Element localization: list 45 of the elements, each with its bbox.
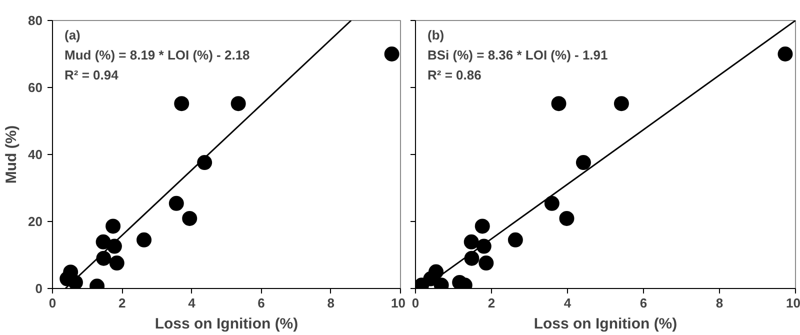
x-axis-title: Loss on Ignition (%)	[534, 316, 678, 332]
y-tick-label: 40	[28, 147, 43, 162]
x-tick-label: 4	[564, 296, 572, 310]
point	[384, 46, 400, 62]
y-tick-label: 60	[28, 80, 43, 95]
point	[551, 96, 566, 112]
point	[106, 218, 121, 234]
point	[182, 211, 198, 226]
x-tick-label: 8	[327, 296, 335, 310]
point	[174, 96, 190, 112]
annotation: R² = 0.94	[64, 68, 120, 82]
x-tick-label: 10	[391, 296, 406, 310]
point	[508, 232, 523, 248]
y-tick-label: 20	[28, 214, 43, 229]
annotation: BSi (%) = 8.36 * LOI (%) - 1.91	[428, 48, 608, 62]
point	[68, 274, 83, 288]
point	[474, 218, 490, 234]
x-tick-label: 0	[48, 296, 56, 310]
point	[544, 196, 560, 211]
x-tick-label: 2	[118, 296, 126, 310]
point	[109, 256, 124, 271]
y-tick-label: 80	[28, 13, 43, 28]
point	[778, 46, 793, 62]
x-tick-label: 2	[488, 296, 496, 310]
point	[136, 232, 152, 248]
annotation: R² = 0.86	[428, 68, 482, 82]
point	[576, 155, 591, 170]
x-tick-label: 10	[786, 296, 800, 310]
y-tick-label: 0	[35, 281, 43, 296]
point	[614, 96, 629, 112]
y-axis-title: Mud (%)	[3, 125, 20, 184]
annotation: Mud (%) = 8.19 * LOI (%) - 2.18	[64, 48, 250, 62]
x-tick-label: 0	[412, 296, 420, 310]
x-tick-label: 8	[716, 296, 724, 310]
point	[478, 256, 494, 271]
x-tick-label: 6	[258, 296, 265, 310]
annotation: (b)	[428, 28, 444, 42]
point	[464, 234, 479, 250]
x-axis-title: Loss on Ignition (%)	[154, 316, 298, 332]
point	[168, 196, 184, 211]
point	[559, 211, 574, 226]
x-tick-label: 6	[640, 296, 648, 310]
point	[230, 96, 246, 112]
x-tick-label: 4	[188, 296, 196, 310]
annotation: (a)	[64, 28, 80, 42]
